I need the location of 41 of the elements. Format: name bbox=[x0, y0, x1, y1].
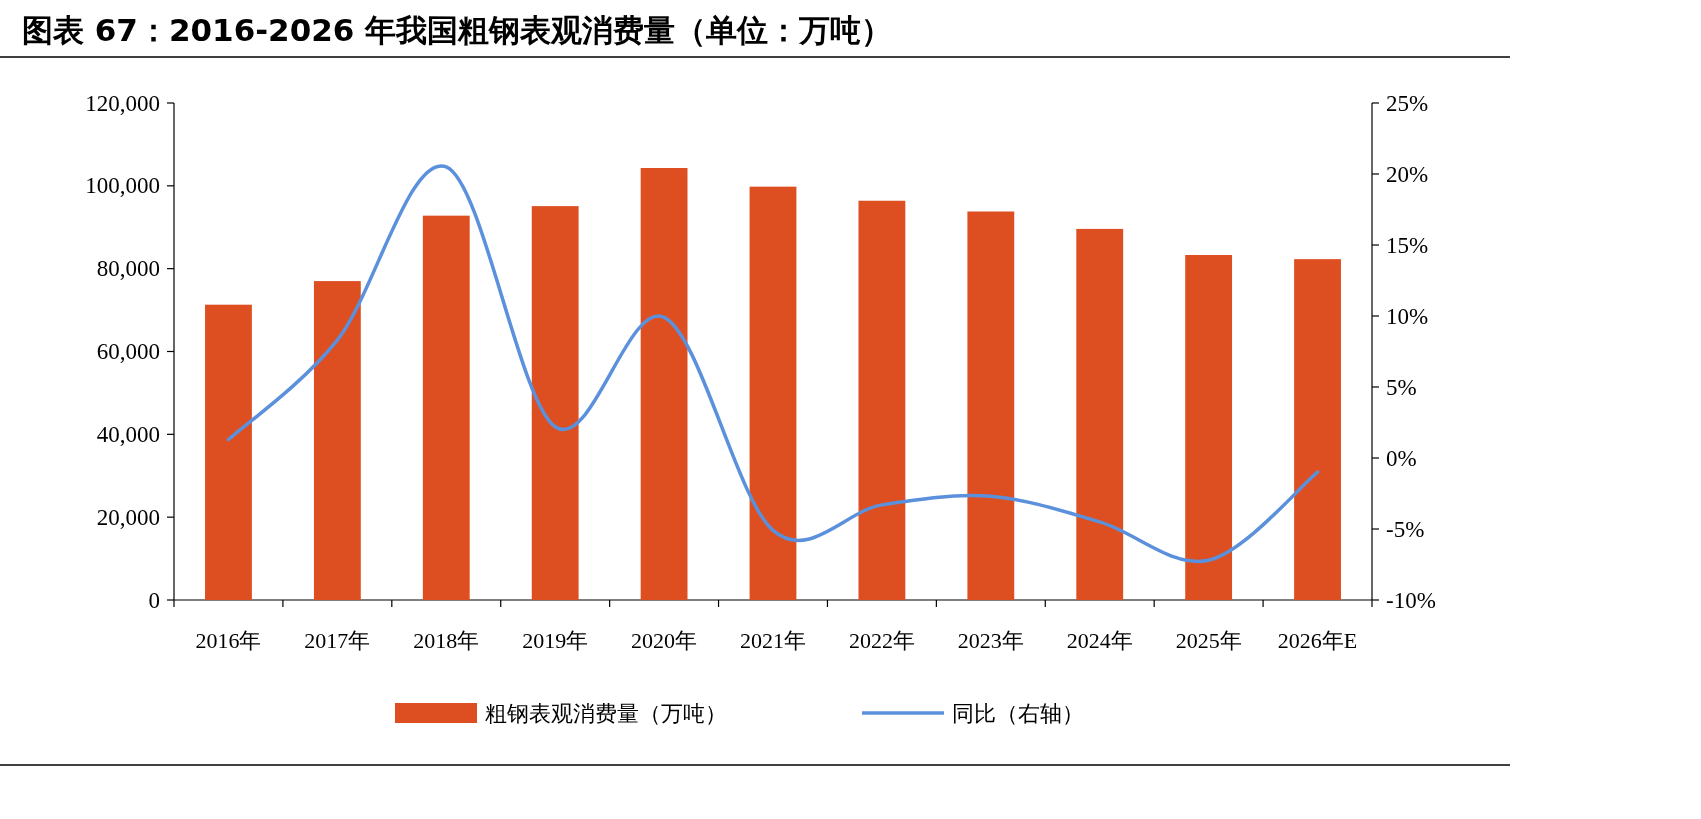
bar bbox=[1185, 255, 1233, 600]
bar bbox=[858, 200, 906, 600]
x-tick-label: 2024年 bbox=[1066, 627, 1133, 653]
y-tick-label: 40,000 bbox=[96, 421, 160, 447]
y2-tick-label: 20% bbox=[1386, 161, 1429, 187]
bar bbox=[749, 186, 797, 600]
legend-label: 粗钢表观消费量（万吨） bbox=[485, 700, 727, 726]
chart-title: 图表 67：2016-2026 年我国粗钢表观消费量（单位：万吨） bbox=[22, 12, 893, 48]
bar bbox=[967, 211, 1015, 600]
y-tick-label: 80,000 bbox=[96, 256, 160, 282]
y-tick-label: 20,000 bbox=[96, 504, 160, 530]
y2-tick-label: 10% bbox=[1386, 303, 1429, 329]
bar bbox=[1076, 228, 1124, 600]
x-tick-label: 2025年 bbox=[1175, 627, 1242, 653]
bar bbox=[313, 281, 361, 600]
line-series bbox=[226, 165, 1320, 563]
bar bbox=[422, 215, 470, 600]
bar bbox=[640, 168, 688, 600]
y-tick-label: 100,000 bbox=[85, 173, 160, 199]
x-tick-label: 2022年 bbox=[848, 627, 915, 653]
y2-tick-label: 5% bbox=[1386, 374, 1417, 400]
x-tick-label: 2018年 bbox=[413, 627, 480, 653]
bar bbox=[205, 304, 252, 600]
y2-tick-label: 15% bbox=[1386, 232, 1429, 258]
y-tick-label: 120,000 bbox=[85, 90, 160, 116]
bar bbox=[1294, 259, 1341, 600]
x-tick-label: 2026年E bbox=[1277, 627, 1358, 653]
x-tick-label: 2017年 bbox=[304, 627, 371, 653]
x-tick-label: 2016年 bbox=[195, 627, 262, 653]
x-tick-label: 2023年 bbox=[957, 627, 1024, 653]
y2-tick-label: 25% bbox=[1386, 90, 1429, 116]
y-tick-label: 60,000 bbox=[96, 339, 160, 364]
x-tick-label: 2019年 bbox=[522, 627, 589, 653]
bar bbox=[531, 206, 579, 600]
x-tick-label: 2021年 bbox=[740, 627, 806, 653]
x-tick-label: 2020年 bbox=[631, 627, 698, 653]
y2-tick-label: 0% bbox=[1386, 445, 1417, 471]
legend-label: 同比（右轴） bbox=[952, 700, 1084, 726]
y2-tick-label: -10% bbox=[1386, 587, 1436, 613]
y2-tick-label: -5% bbox=[1386, 516, 1425, 542]
y-tick-label: 0 bbox=[148, 587, 160, 613]
